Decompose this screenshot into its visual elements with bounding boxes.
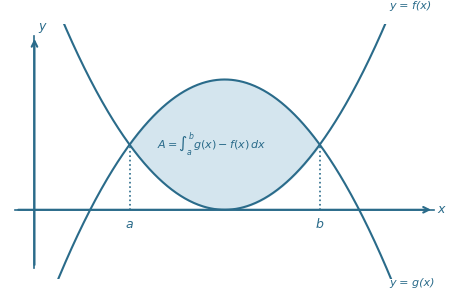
- Text: x: x: [437, 203, 445, 216]
- Text: b: b: [316, 219, 324, 231]
- Text: y: y: [38, 20, 45, 33]
- Text: y = g(x): y = g(x): [390, 278, 435, 288]
- Text: y = f(x): y = f(x): [390, 1, 432, 11]
- Text: a: a: [126, 219, 133, 231]
- Text: $A = \int_{a}^{b} g(x) - f(x)\, dx$: $A = \int_{a}^{b} g(x) - f(x)\, dx$: [158, 130, 266, 159]
